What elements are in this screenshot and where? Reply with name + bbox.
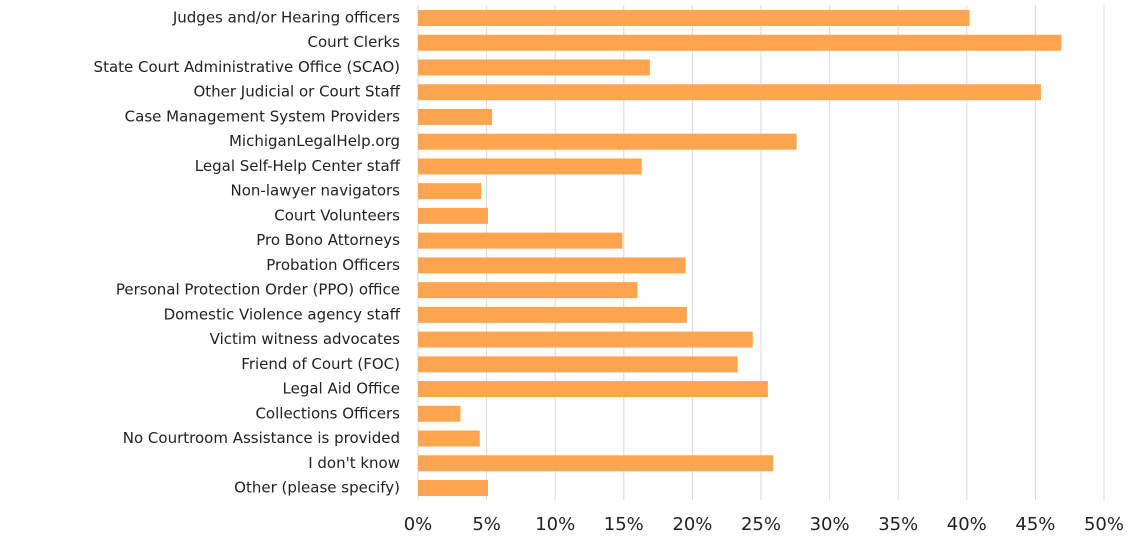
- y-tick-label: Domestic Violence agency staff: [164, 305, 401, 323]
- bar: [418, 133, 797, 150]
- bar: [418, 34, 1062, 51]
- x-tick-label: 50%: [1084, 514, 1124, 535]
- bar: [418, 331, 753, 348]
- x-tick-label: 40%: [947, 514, 987, 535]
- bar: [418, 381, 768, 398]
- bar: [418, 405, 461, 422]
- x-tick-label: 15%: [604, 514, 644, 535]
- x-tick-label: 20%: [672, 514, 712, 535]
- bar: [418, 356, 738, 373]
- y-tick-label: MichiganLegalHelp.org: [229, 132, 400, 150]
- bar: [418, 257, 686, 274]
- bar: [418, 108, 493, 125]
- y-tick-label: State Court Administrative Office (SCAO): [94, 58, 400, 76]
- x-tick-label: 35%: [878, 514, 918, 535]
- y-tick-label: Personal Protection Order (PPO) office: [116, 281, 400, 299]
- x-tick-label: 10%: [535, 514, 575, 535]
- x-tick-label: 30%: [810, 514, 850, 535]
- x-tick-label: 5%: [472, 514, 501, 535]
- y-tick-label: Court Clerks: [307, 33, 400, 51]
- y-tick-label: Pro Bono Attorneys: [256, 231, 400, 249]
- bar: [418, 232, 623, 249]
- y-tick-label: Legal Self-Help Center staff: [195, 157, 401, 175]
- bar: [418, 183, 482, 200]
- bar: [418, 158, 642, 175]
- y-tick-label: Probation Officers: [266, 256, 400, 274]
- y-tick-label: Victim witness advocates: [210, 330, 401, 348]
- bar: [418, 306, 687, 323]
- bar: [418, 430, 480, 447]
- y-tick-label: Friend of Court (FOC): [241, 355, 400, 373]
- y-tick-label: Court Volunteers: [274, 206, 400, 224]
- bar: [418, 84, 1041, 101]
- bar: [418, 207, 488, 224]
- y-tick-label: No Courtroom Assistance is provided: [123, 429, 400, 447]
- bar: [418, 455, 774, 472]
- y-tick-label: Judges and/or Hearing officers: [172, 9, 400, 27]
- x-tick-label: 0%: [404, 514, 433, 535]
- bar: [418, 10, 970, 26]
- y-tick-label: Other Judicial or Court Staff: [193, 83, 400, 101]
- y-tick-label: Non-lawyer navigators: [231, 182, 401, 200]
- x-tick-label: 25%: [741, 514, 781, 535]
- x-tick-label: 45%: [1015, 514, 1055, 535]
- y-tick-label: Case Management System Providers: [125, 107, 401, 125]
- bar: [418, 480, 488, 496]
- y-tick-label: Collections Officers: [255, 404, 400, 422]
- y-tick-label: Other (please specify): [234, 479, 400, 497]
- y-tick-label: Legal Aid Office: [283, 380, 400, 398]
- y-tick-label: I don't know: [308, 454, 400, 472]
- bar: [418, 282, 638, 299]
- bar: [418, 59, 650, 76]
